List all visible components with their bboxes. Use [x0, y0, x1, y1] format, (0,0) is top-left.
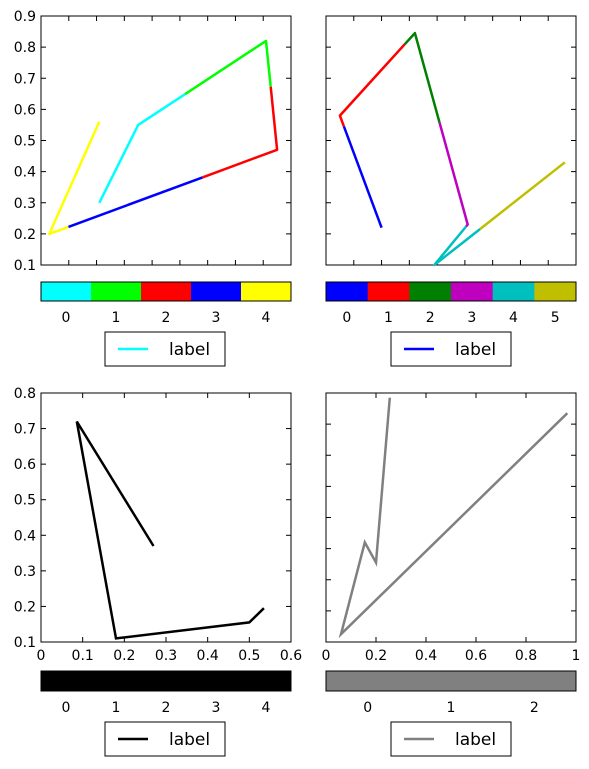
y-tick-label: 0.5: [14, 134, 36, 150]
colorbar-tick-label: 4: [262, 310, 271, 326]
colorbar-tick-label: 5: [551, 310, 560, 326]
y-tick-label: 0.2: [14, 599, 36, 615]
y-tick-label: 0.8: [14, 386, 36, 402]
x-tick-label: 0.1: [72, 648, 94, 664]
legend-label: label: [169, 730, 210, 750]
colorbar-tick-label: 0: [62, 310, 71, 326]
x-tick-label: 0.4: [415, 648, 437, 664]
x-tick-label: 0.2: [113, 648, 135, 664]
line-segment-5: [479, 161, 566, 231]
colorbar-frame: [40, 670, 292, 692]
x-tick-label: 0: [322, 648, 331, 664]
panel-bottom-right: 0 0.2 0.4 0.6 0.8 1 0 1 2 label: [322, 392, 581, 757]
colorbar-tick-label: 4: [262, 700, 271, 716]
x-tick-label: 0.8: [515, 648, 537, 664]
colorbar-tick-label: 3: [467, 310, 476, 326]
line-segment-0: [98, 93, 186, 204]
line-segment-3: [67, 176, 203, 229]
y-tick-label: 0.6: [14, 457, 36, 473]
colorbar-tick-label: 3: [212, 700, 221, 716]
colorbar-swatch: [241, 282, 292, 301]
y-tick-label: 0.7: [14, 71, 36, 87]
plot-frame: [325, 15, 577, 266]
colorbar-swatch: [141, 282, 192, 301]
legend-label: label: [455, 340, 496, 360]
colorbar-swatch: [41, 671, 292, 691]
line-segment-2: [403, 31, 441, 124]
y-tick-label: 0.2: [14, 227, 36, 243]
y-tick-label: 0.3: [14, 564, 36, 580]
colorbar-swatch: [534, 282, 577, 301]
x-tick-label: 0.2: [365, 648, 387, 664]
y-tick-label: 0.5: [14, 493, 36, 509]
colorbar-tick-label: 0: [363, 700, 372, 716]
colorbar-tick-label: 0: [342, 310, 351, 326]
colorbar-tick-label: 4: [509, 310, 518, 326]
colorbar-tick-label: 2: [426, 310, 435, 326]
colorbar-swatch: [41, 282, 92, 301]
colorbar-swatch: [326, 671, 577, 691]
line-segment-4: [48, 121, 101, 236]
colorbar-tick-label: 1: [447, 700, 456, 716]
y-tick-label: 0.9: [14, 9, 36, 25]
y-tick-label: 0.4: [14, 528, 36, 544]
line-segment-4: [433, 225, 481, 267]
colorbar-swatch: [326, 282, 369, 301]
x-tick-label: 0.5: [238, 648, 260, 664]
colorbar-swatch: [367, 282, 410, 301]
colorbar-tick-label: 3: [212, 310, 221, 326]
y-tick-label: 0.1: [14, 635, 36, 651]
y-tick-label: 0.4: [14, 165, 36, 181]
line-segment-3: [438, 122, 469, 228]
colorbar-frame: [325, 281, 577, 302]
x-tick-label: 0.3: [155, 648, 177, 664]
colorbar-tick-label: 2: [162, 700, 171, 716]
y-tick-label: 0.1: [14, 258, 36, 274]
colorbar-frame: [40, 281, 292, 302]
colorbar-swatch: [492, 282, 535, 301]
panel-bottom-left: 0.10.20.30.40.50.60.70.80 0.1 0.2 0.3 0.4 0.5…: [14, 386, 302, 757]
panel-top-right: 0 1 2 3 4 5 label: [325, 15, 577, 367]
colorbar-swatch: [451, 282, 494, 301]
line-segment-1: [338, 43, 406, 127]
plot-frame: [325, 392, 577, 643]
colorbar-swatch: [409, 282, 452, 301]
x-tick-label: 0.6: [465, 648, 487, 664]
x-tick-label: 0.6: [280, 648, 302, 664]
y-tick-label: 0.7: [14, 422, 36, 438]
y-tick-label: 0.3: [14, 196, 36, 212]
colorbar-tick-label: 1: [112, 700, 121, 716]
x-tick-label: 1: [572, 648, 581, 664]
legend-label: label: [455, 730, 496, 750]
colorbar-tick-label: 1: [384, 310, 393, 326]
legend-label: label: [169, 340, 210, 360]
colorbar-tick-label: 2: [162, 310, 171, 326]
line-segment-2: [202, 86, 279, 179]
panel-top-left: 0.1 0.2 0.3 0.4 0.5 0.6 0.7 0.8 0.9 0 1 2 3 4 label: [14, 9, 292, 367]
series-line: [338, 397, 569, 639]
colorbar-swatch: [91, 282, 142, 301]
colorbar-frame: [325, 670, 577, 692]
y-tick-label: 0.6: [14, 102, 36, 118]
colorbar-tick-label: 2: [530, 700, 539, 716]
plot-frame: [40, 392, 292, 643]
colorbar-tick-label: 0: [62, 700, 71, 716]
plot-frame: [40, 15, 292, 266]
y-tick-label: 0.8: [14, 40, 36, 56]
series-line: [75, 420, 265, 640]
colorbar-swatch: [191, 282, 242, 301]
line-segment-0: [342, 125, 383, 229]
x-tick-label: 0.4: [197, 648, 219, 664]
line-segment-1: [184, 39, 272, 96]
colorbar-tick-label: 1: [112, 310, 121, 326]
x-tick-label: 0: [37, 648, 46, 664]
